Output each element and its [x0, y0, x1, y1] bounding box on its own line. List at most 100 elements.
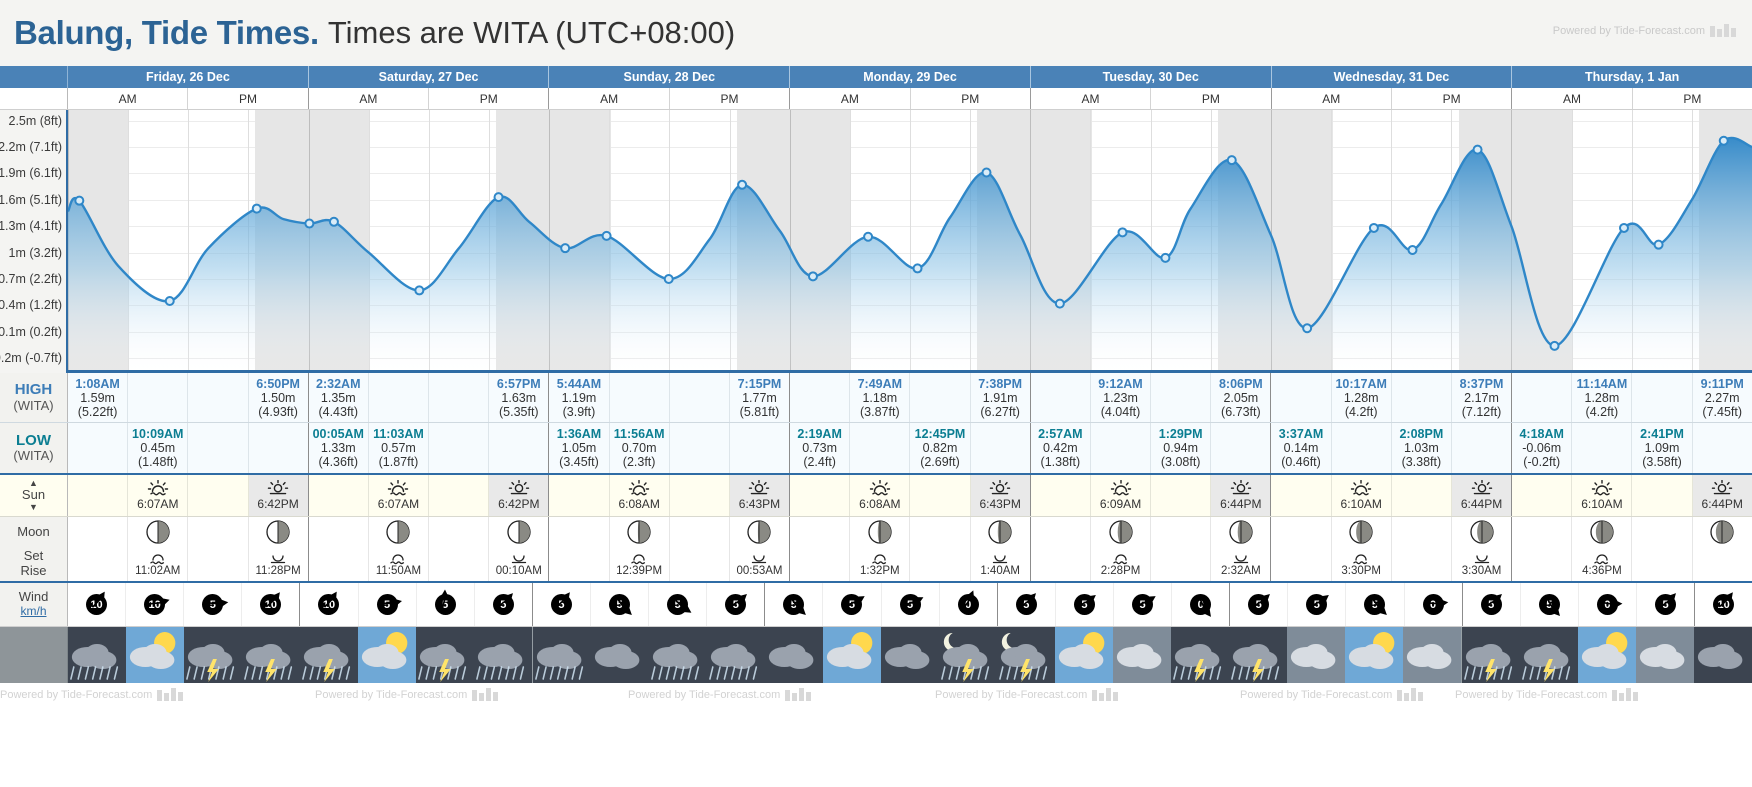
- high-tide-height-m: 1.77m: [742, 390, 777, 405]
- sun-cell-3: 6:42PM: [248, 475, 309, 516]
- tide-point-low-17[interactable]: [1160, 252, 1171, 263]
- wind-speed-badge: 0: [957, 594, 979, 615]
- weather-strip-label: [0, 627, 68, 683]
- tide-point-low-21[interactable]: [1407, 244, 1418, 255]
- high-tide-cell-27: 9:11PM 2.27m (7.45ft): [1693, 373, 1752, 422]
- low-tide-cell-23: [1452, 423, 1513, 473]
- day-header-5: Wednesday, 31 Dec: [1272, 66, 1513, 88]
- tide-point-low-15[interactable]: [1054, 298, 1065, 309]
- footer-watermark-text: Powered by Tide-Forecast.com: [1455, 688, 1608, 701]
- high-tide-time: 6:57PM: [496, 376, 541, 391]
- moon-phase-icon: [1108, 520, 1133, 544]
- sunrise-icon: [1591, 480, 1613, 496]
- chart-gridline-v-21: [1331, 110, 1332, 370]
- tide-point-high-26[interactable]: [1718, 135, 1729, 146]
- wind-unit-link[interactable]: km/h: [20, 604, 47, 619]
- wind-speed-badge: 5: [667, 594, 689, 615]
- wind-direction-arrow-icon: [75, 582, 118, 627]
- low-tide-height-ft: (2.3ft): [622, 455, 656, 469]
- wind-cell-4: 10: [300, 583, 359, 626]
- footer-logo-bars-icon: [1612, 688, 1639, 701]
- chart-gridline-v-12: [789, 110, 791, 370]
- wind-cell-6: 5: [417, 583, 475, 626]
- wind-direction-arrow-icon: [655, 583, 700, 626]
- high-tide-height-ft: (5.22ft): [77, 404, 118, 419]
- wind-direction-arrow-icon: [1526, 582, 1572, 628]
- tide-point-low-9[interactable]: [663, 273, 674, 284]
- tide-point-high-18[interactable]: [1226, 155, 1237, 166]
- low-tide-cell-15: [971, 423, 1031, 473]
- sunrise-time: 6:08AM: [859, 497, 901, 511]
- sunrise-time: 6:07AM: [377, 497, 420, 511]
- tide-point-low-3[interactable]: [304, 218, 315, 229]
- tide-point-low-23[interactable]: [1549, 340, 1560, 351]
- tide-point-low-11[interactable]: [807, 271, 818, 282]
- sunset-time: 6:44PM: [1220, 497, 1262, 511]
- moon-phase-cell-25: [1572, 517, 1633, 547]
- tide-point-high-14[interactable]: [981, 167, 992, 178]
- high-tide-height-m: 1.18m: [862, 390, 898, 405]
- weather-cell-23: [1403, 627, 1462, 683]
- moon-phase-cell-6: [429, 517, 490, 547]
- moon-phase-cell-2: [188, 517, 249, 547]
- moonset-time: 3:30PM: [1341, 564, 1382, 577]
- wind-direction-arrow-icon: [887, 583, 932, 626]
- tide-point-high-2[interactable]: [251, 203, 262, 214]
- tide-point-high-6[interactable]: [493, 192, 504, 203]
- tide-chart-plot[interactable]: [68, 110, 1752, 373]
- wind-speed-badge: 5: [202, 594, 224, 615]
- sun-cell-9: 6:08AM: [610, 475, 670, 516]
- low-tide-label: LOW (WITA): [0, 423, 68, 473]
- high-tide-time: 7:15PM: [737, 376, 782, 391]
- tide-point-low-5[interactable]: [414, 285, 425, 296]
- weather-icon-thunder-night: [1461, 627, 1520, 683]
- chart-gridline-v-6: [428, 110, 430, 370]
- low-tide-cell-3: [249, 423, 309, 473]
- tide-point-high-22[interactable]: [1472, 144, 1483, 155]
- moonset-time: 4:36PM: [1582, 564, 1622, 577]
- tide-point-low-13[interactable]: [912, 263, 923, 274]
- low-tide-height-ft: (1.38ft): [1040, 455, 1081, 469]
- tide-point-high-24[interactable]: [1618, 222, 1629, 233]
- high-tide-height-m: 1.91m: [982, 390, 1018, 405]
- low-tide-height-ft: (3.45ft): [559, 455, 599, 469]
- moon-phase-cell-0: [68, 517, 129, 547]
- moon-phase-icon: [386, 520, 411, 544]
- tide-point-high-20[interactable]: [1368, 222, 1379, 233]
- footer-watermark-3: Powered by Tide-Forecast.com: [935, 688, 1119, 701]
- wind-speed-badge: 10: [144, 594, 166, 615]
- tide-point-high-10[interactable]: [737, 179, 748, 190]
- tide-point-low-25[interactable]: [1653, 239, 1664, 250]
- moon-setrise-cell-3: 11:28PM: [249, 547, 309, 581]
- wind-cell-14: 5: [882, 583, 940, 626]
- moon-phase-cell-20: [1271, 517, 1332, 547]
- weather-icon-cloudy-night: [764, 627, 823, 683]
- wind-cell-8: 5: [533, 583, 591, 626]
- high-tide-cell-3: 6:50PM 1.50m (4.93ft): [249, 373, 309, 422]
- tide-point-high-0[interactable]: [74, 195, 85, 206]
- low-tide-cell-2: [188, 423, 249, 473]
- moon-phase-icon: [627, 520, 651, 544]
- tide-point-high-12[interactable]: [863, 231, 874, 242]
- tide-point-high-16[interactable]: [1117, 227, 1128, 238]
- sun-cell-12: [790, 475, 851, 516]
- weather-cell-20: [1229, 627, 1288, 683]
- sunrise-time: 6:10AM: [1581, 497, 1623, 511]
- tide-point-low-1[interactable]: [164, 295, 175, 306]
- sunrise-icon: [628, 480, 650, 496]
- tide-point-high-8[interactable]: [601, 230, 612, 241]
- set-label-text: Set: [23, 548, 44, 564]
- low-tide-height-m: 1.33m: [320, 441, 356, 455]
- wind-cell-7: 5: [475, 583, 533, 626]
- high-tide-cell-10: [670, 373, 730, 422]
- tide-point-low-7[interactable]: [560, 243, 571, 254]
- moon-phase-cell-14: [910, 517, 971, 547]
- footer-watermarks: Powered by Tide-Forecast.com Powered by T…: [0, 683, 1752, 709]
- moon-phase-icon: [146, 520, 170, 544]
- low-tide-height-m: 0.73m: [802, 441, 838, 455]
- footer-watermark-4: Powered by Tide-Forecast.com: [1240, 688, 1424, 701]
- tide-point-high-4[interactable]: [328, 216, 339, 227]
- tide-point-low-19[interactable]: [1302, 323, 1313, 334]
- low-tide-cell-9: 11:56AM 0.70m (2.3ft): [610, 423, 670, 473]
- moonrise-time: 2:32AM: [1221, 564, 1261, 577]
